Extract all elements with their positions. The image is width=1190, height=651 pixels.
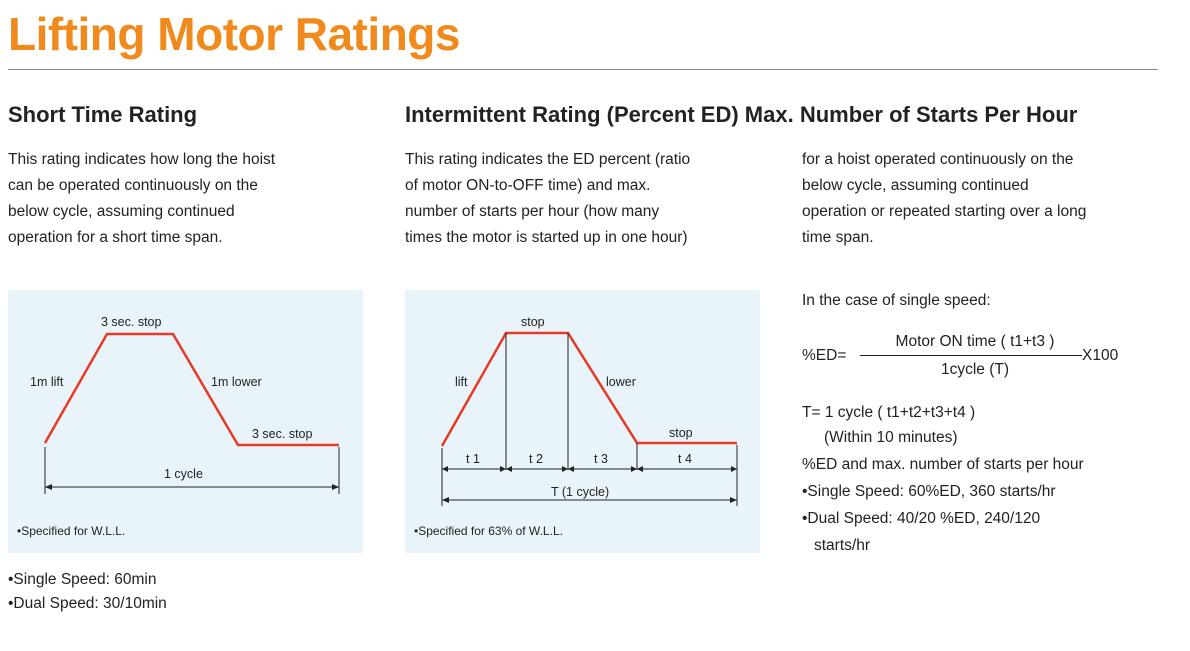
formula-numerator: Motor ON time ( t1+t3 ) (895, 333, 1055, 350)
paragraph-line: below cycle, assuming continued (802, 177, 1029, 194)
label-end-stop: 3 sec. stop (252, 427, 312, 441)
arrowhead (562, 466, 568, 472)
summary-single-speed: •Single Speed: 60%ED, 360 starts/hr (802, 483, 1056, 500)
label-lift: lift (455, 375, 468, 389)
label-t3: t 3 (594, 452, 608, 466)
short-time-diagram-panel: 3 sec. stop 1m lift 1m lower 3 sec. stop… (8, 290, 363, 553)
label-cycle: T (1 cycle) (551, 485, 609, 499)
arrowhead-left (45, 484, 52, 490)
paragraph-line: times the motor is started up in one hou… (405, 229, 688, 246)
intermittent-cycle-diagram: stop lift lower stop t 1 t 2 t 3 t 4 T (… (440, 315, 738, 506)
arrowhead (631, 466, 637, 472)
cycle-curve (440, 331, 737, 447)
paragraph-line: of motor ON-to-OFF time) and max. (405, 177, 651, 194)
formula-intro: In the case of single speed: (802, 292, 991, 309)
paragraph-line: time span. (802, 229, 874, 246)
title-divider (8, 69, 1158, 70)
arrowhead-right (332, 484, 339, 490)
cycle-time-limit: (Within 10 minutes) (824, 429, 958, 446)
short-time-bullets: •Single Speed: 60min •Dual Speed: 30/10m… (8, 568, 167, 616)
short-time-note: •Specified for W.L.L. (17, 524, 126, 538)
paragraph-line: operation for a short time span. (8, 229, 223, 246)
label-top-stop: 3 sec. stop (101, 315, 161, 329)
arrowhead (731, 466, 737, 472)
label-end-stop: stop (669, 426, 693, 440)
formula-lhs: %ED= (802, 347, 847, 364)
short-time-paragraph: This rating indicates how long the hoist… (8, 147, 275, 251)
label-t1: t 1 (466, 452, 480, 466)
paragraph-line: can be operated continuously on the (8, 177, 258, 194)
cycle-definition: T= 1 cycle ( t1+t2+t3+t4 ) (802, 404, 976, 421)
label-t4: t 4 (678, 452, 692, 466)
label-top-stop: stop (521, 315, 545, 329)
arrowhead (506, 466, 512, 472)
bullet-item: •Dual Speed: 30/10min (8, 595, 167, 612)
arrowhead (637, 466, 643, 472)
short-time-cycle-diagram: 3 sec. stop 1m lift 1m lower 3 sec. stop… (30, 315, 340, 494)
formula-multiplier: X100 (1082, 347, 1119, 364)
paragraph-line: below cycle, assuming continued (8, 203, 235, 220)
paragraph-line: This rating indicates how long the hoist (8, 151, 276, 168)
intermittent-paragraph-left: This rating indicates the ED percent (ra… (405, 147, 690, 251)
label-lift: 1m lift (30, 375, 64, 389)
arrowhead-right (730, 497, 737, 503)
arrowhead (568, 466, 574, 472)
intermittent-note: •Specified for 63% of W.L.L. (414, 524, 563, 538)
cycle-curve (43, 332, 339, 447)
fraction-bar (860, 355, 1082, 356)
page-title: Lifting Motor Ratings (8, 8, 460, 60)
summary-title: %ED and max. number of starts per hour (802, 456, 1084, 473)
bullet-item: •Single Speed: 60min (8, 571, 157, 588)
arrowhead-left (442, 497, 449, 503)
label-lower: lower (606, 375, 636, 389)
ed-formula: %ED= Motor ON time ( t1+t3 ) 1cycle (T) … (802, 330, 1142, 382)
label-t2: t 2 (529, 452, 543, 466)
paragraph-line: operation or repeated starting over a lo… (802, 203, 1087, 220)
arrowhead (442, 466, 448, 472)
label-lower: 1m lower (211, 375, 262, 389)
formula-denominator: 1cycle (T) (940, 361, 1010, 378)
label-cycle: 1 cycle (164, 467, 203, 481)
arrowhead (500, 466, 506, 472)
paragraph-line: for a hoist operated continuously on the (802, 151, 1074, 168)
intermittent-diagram-panel: stop lift lower stop t 1 t 2 t 3 t 4 T (… (405, 290, 760, 553)
paragraph-line: This rating indicates the ED percent (ra… (405, 151, 691, 168)
intermittent-paragraph-right: for a hoist operated continuously on the… (802, 147, 1086, 251)
summary-dual-speed-cont: starts/hr (814, 537, 870, 554)
intermittent-heading: Intermittent Rating (Percent ED) Max. Nu… (405, 102, 1078, 127)
paragraph-line: number of starts per hour (how many (405, 203, 660, 220)
short-time-heading: Short Time Rating (8, 102, 198, 127)
summary-dual-speed: •Dual Speed: 40/20 %ED, 240/120 (802, 510, 1041, 527)
